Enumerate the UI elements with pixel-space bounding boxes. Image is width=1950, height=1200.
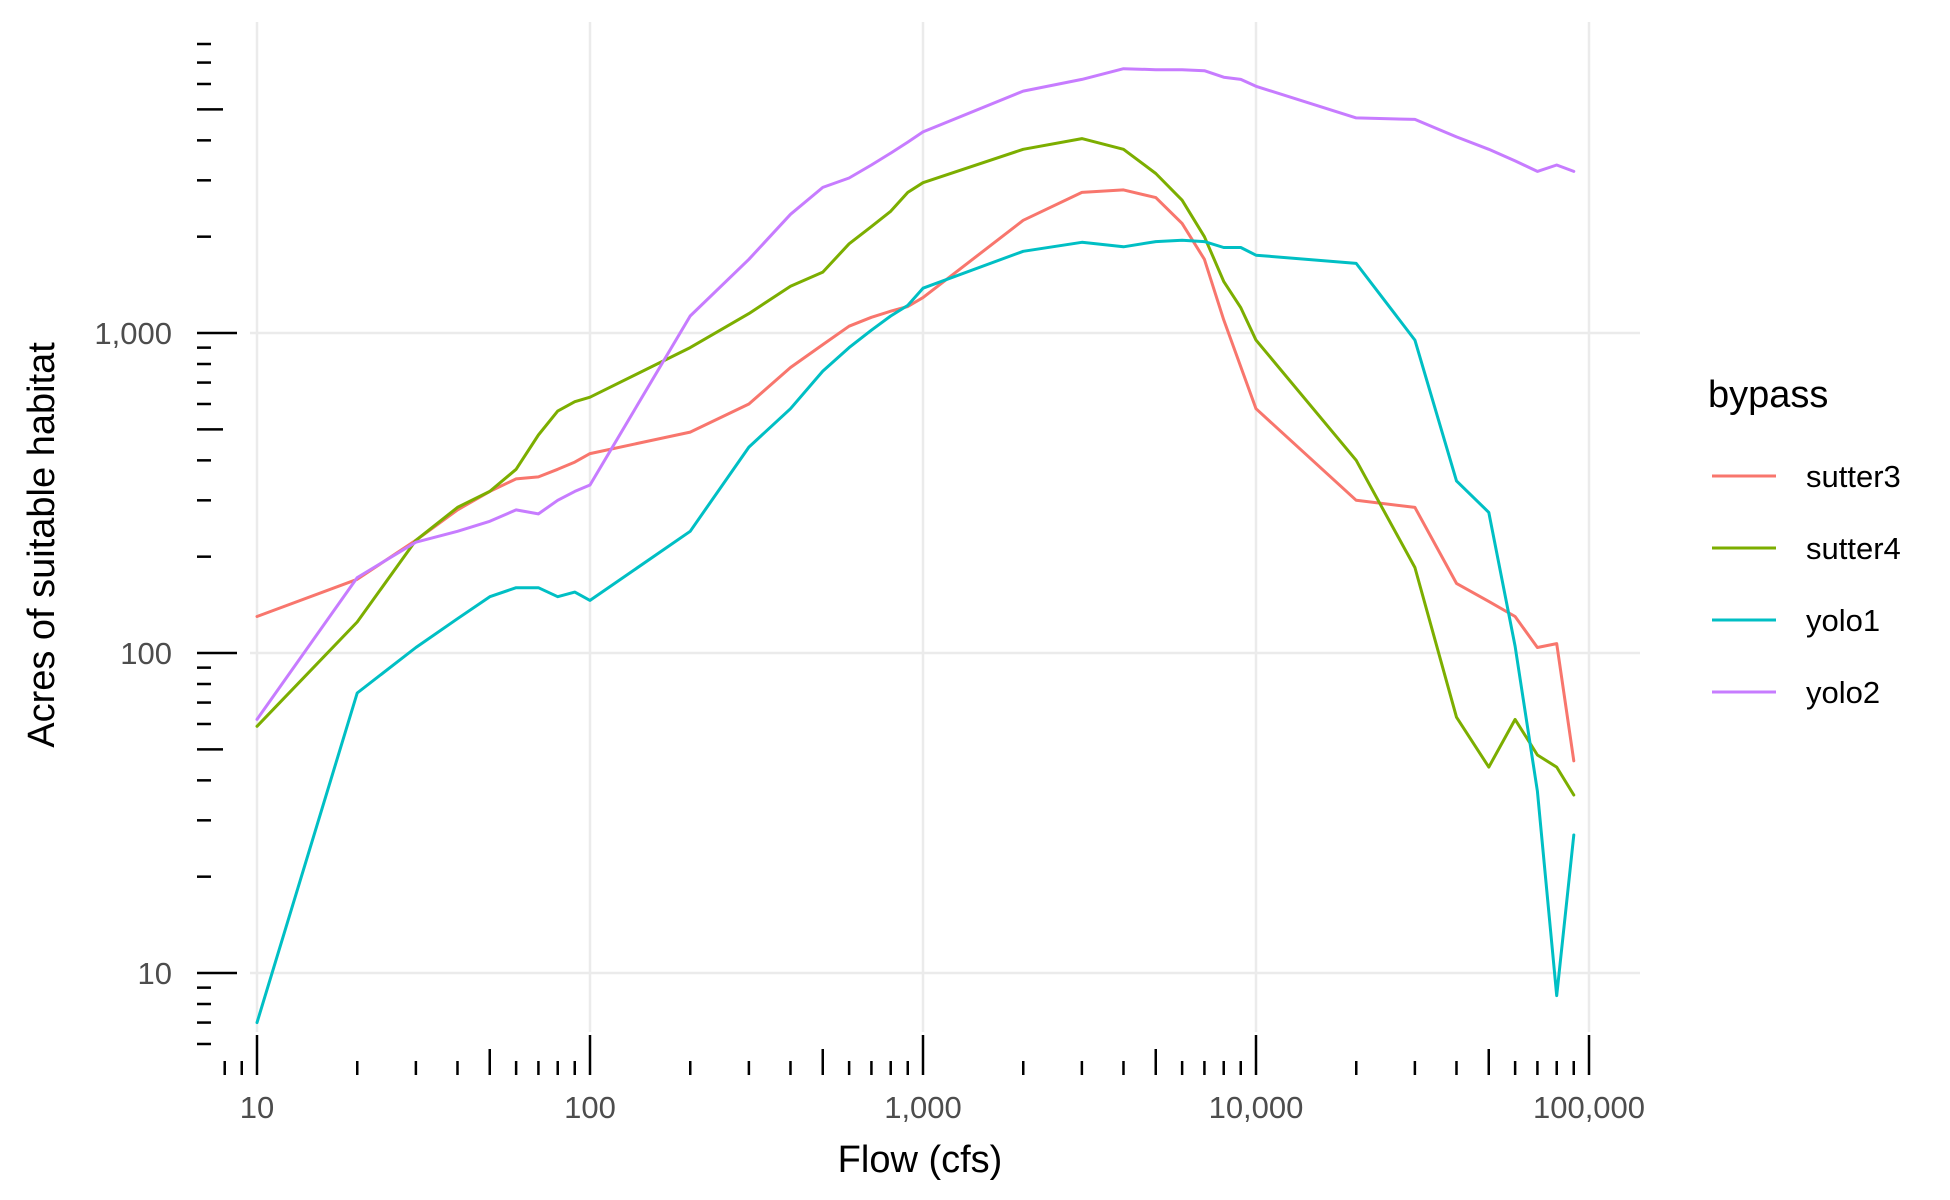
legend-label-yolo1: yolo1 xyxy=(1806,603,1880,638)
series-line-yolo2 xyxy=(255,67,1576,721)
y-tick-label: 10 xyxy=(138,956,172,991)
grid-layer xyxy=(250,22,1640,1032)
x-tick-label: 10 xyxy=(240,1090,274,1125)
series-line-yolo1 xyxy=(255,238,1576,1025)
y-axis-label: Acres of suitable habitat xyxy=(21,342,63,748)
x-tick-label: 100 xyxy=(564,1090,616,1125)
legend-title: bypass xyxy=(1708,374,1828,416)
x-tick-label: 10,000 xyxy=(1209,1090,1304,1125)
legend-label-sutter3: sutter3 xyxy=(1806,459,1901,494)
series-line-sutter4 xyxy=(255,137,1576,797)
x-tick-label: 100,000 xyxy=(1533,1090,1645,1125)
tick-label-layer: 10 100 1,000 10,000 100,000 10 100 1,000 xyxy=(94,316,1645,1125)
x-axis-label: Flow (cfs) xyxy=(838,1139,1003,1181)
series-layer xyxy=(255,67,1576,1025)
x-tick-label: 1,000 xyxy=(884,1090,962,1125)
legend-label-sutter4: sutter4 xyxy=(1806,531,1901,566)
legend-label-yolo2: yolo2 xyxy=(1806,675,1880,710)
tick-layer xyxy=(197,42,1591,1075)
y-tick-label: 100 xyxy=(120,636,172,671)
legend: bypass sutter3 sutter4 yolo1 yolo2 xyxy=(1708,374,1901,710)
series-line-sutter3 xyxy=(255,188,1576,763)
y-tick-label: 1,000 xyxy=(94,316,172,351)
